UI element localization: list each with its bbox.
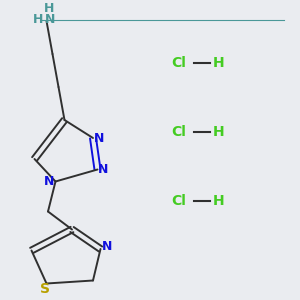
Text: N: N bbox=[102, 240, 112, 253]
Text: Cl: Cl bbox=[171, 125, 186, 139]
Text: H: H bbox=[213, 194, 225, 208]
Text: N: N bbox=[45, 13, 55, 26]
Text: Cl: Cl bbox=[171, 194, 186, 208]
Text: H: H bbox=[44, 2, 55, 16]
Text: S: S bbox=[40, 282, 50, 296]
Text: N: N bbox=[98, 163, 109, 176]
Text: H: H bbox=[33, 13, 43, 26]
Text: N: N bbox=[94, 131, 104, 145]
Text: H: H bbox=[213, 56, 225, 70]
Text: H: H bbox=[213, 125, 225, 139]
Text: N: N bbox=[44, 175, 55, 188]
Text: Cl: Cl bbox=[171, 56, 186, 70]
